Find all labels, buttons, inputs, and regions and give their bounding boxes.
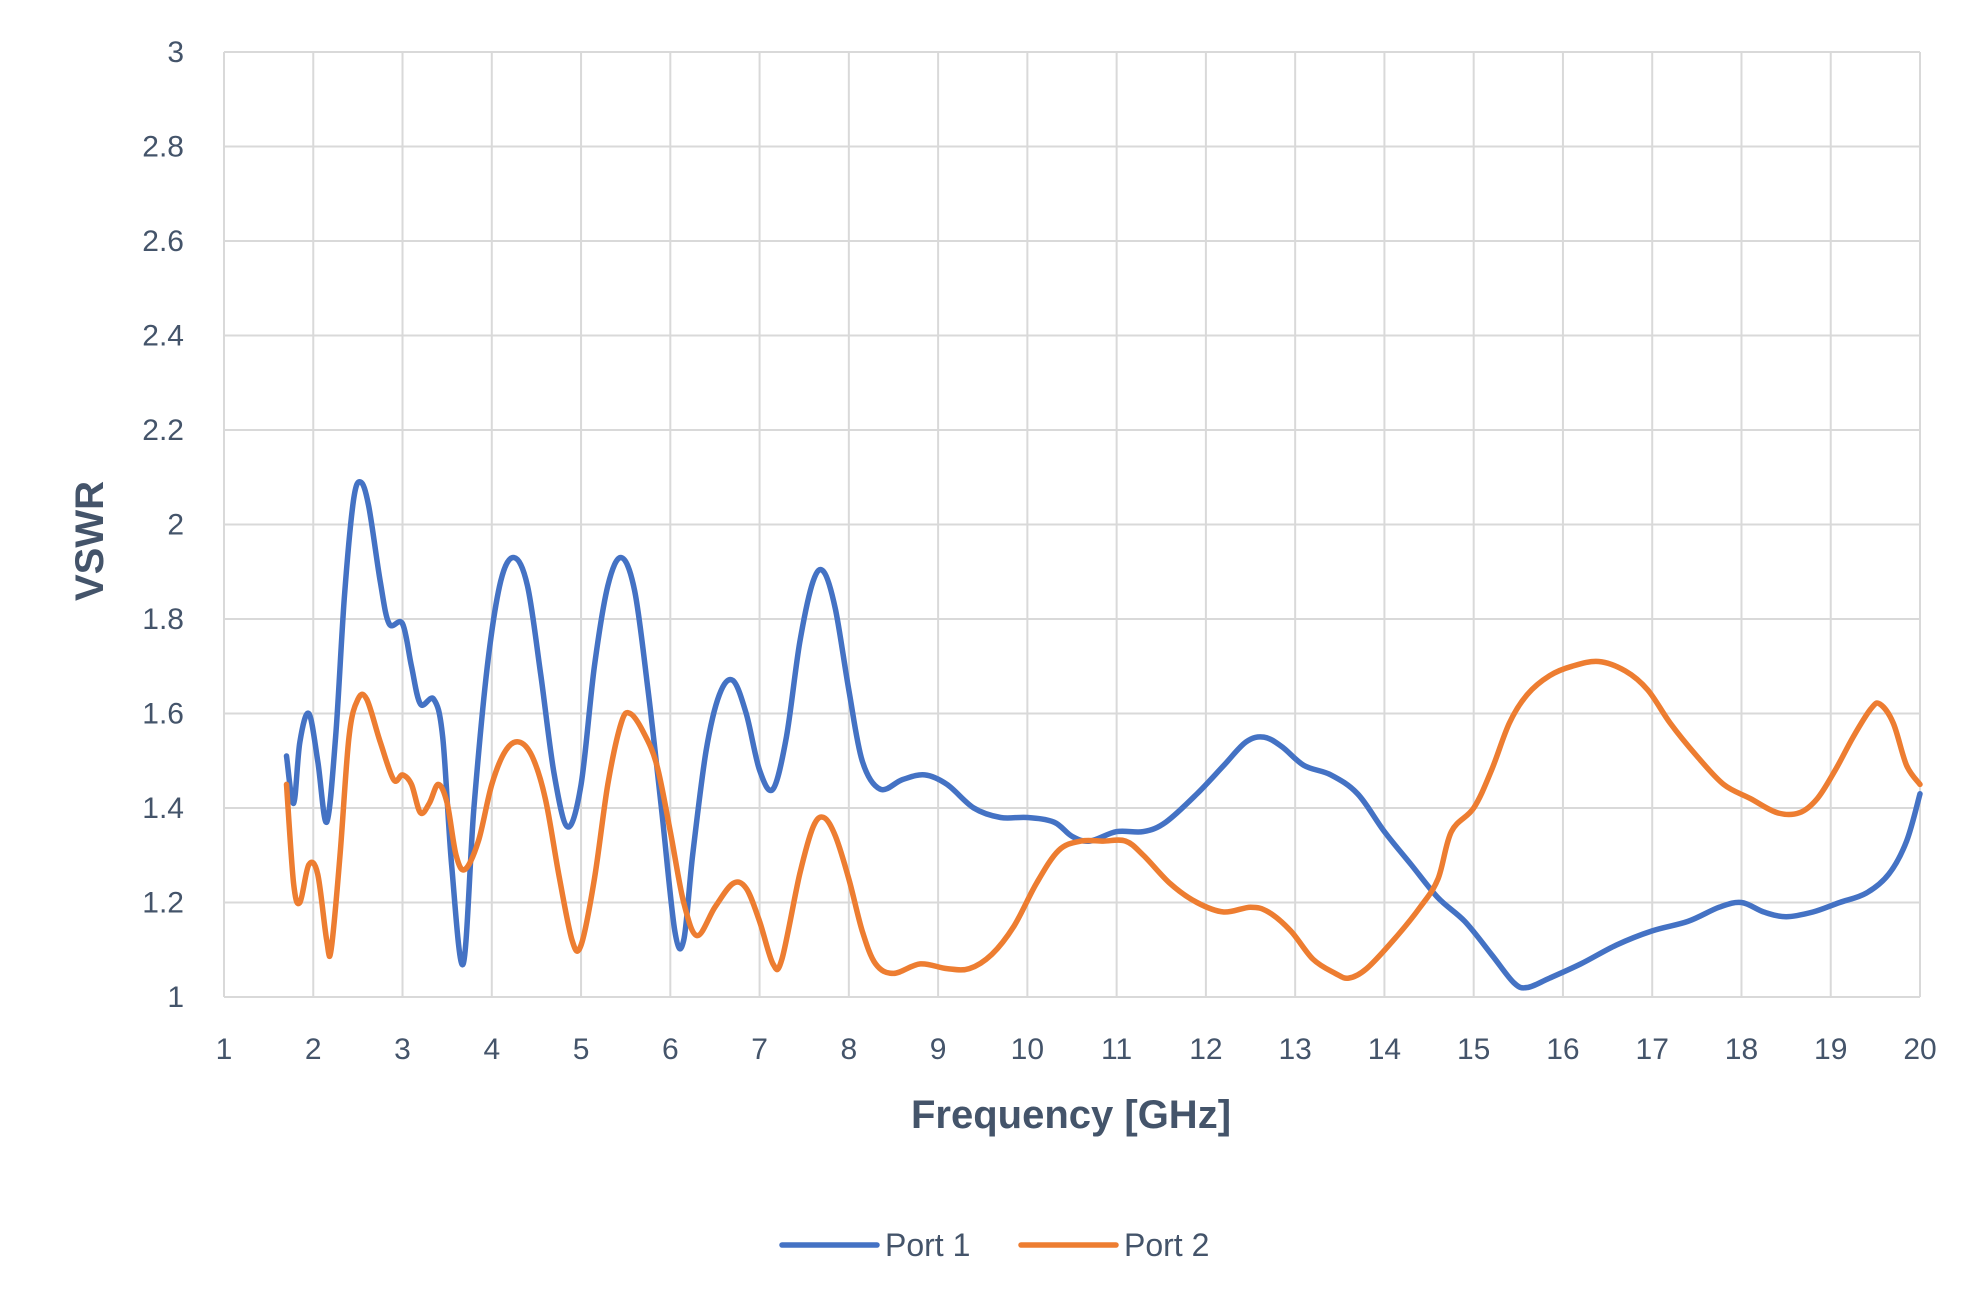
y-tick-label: 1.2 <box>142 887 184 920</box>
x-tick-label: 3 <box>394 1033 411 1066</box>
x-tick-label: 9 <box>930 1033 947 1066</box>
legend-label: Port 2 <box>1124 1227 1209 1263</box>
y-tick-label: 2.4 <box>142 320 184 353</box>
x-tick-label: 5 <box>573 1033 590 1066</box>
grid <box>223 51 1921 998</box>
x-tick-label: 17 <box>1636 1033 1669 1066</box>
y-tick-label: 1.6 <box>142 698 184 731</box>
y-tick-label: 1.8 <box>142 603 184 636</box>
x-tick-label: 11 <box>1101 1033 1132 1066</box>
series-lines <box>283 479 1923 991</box>
x-tick-label: 10 <box>1011 1033 1044 1066</box>
y-tick-label: 3 <box>167 36 184 69</box>
y-tick-label: 1.4 <box>142 792 184 825</box>
y-tick-label: 2.2 <box>142 414 184 447</box>
x-tick-label: 14 <box>1368 1033 1401 1066</box>
y-tick-label: 1 <box>167 981 184 1014</box>
x-tick-label: 4 <box>483 1033 500 1066</box>
y-axis-title: VSWR <box>68 481 112 601</box>
x-tick-label: 8 <box>840 1033 857 1066</box>
y-tick-label: 2.8 <box>142 131 184 164</box>
x-axis-title: Frequency [GHz] <box>911 1093 1231 1137</box>
x-tick-label: 6 <box>662 1033 679 1066</box>
y-tick-label: 2 <box>167 509 184 542</box>
legend-label: Port 1 <box>885 1227 970 1263</box>
series-line-port-2 <box>283 658 1923 981</box>
x-tick-label: 2 <box>305 1033 322 1066</box>
legend: Port 1 Port 2 <box>779 1227 1209 1263</box>
x-axis-ticks: 1 2 3 4 5 6 7 8 9 10 11 12 13 14 15 16 17 18 19 20 <box>216 1033 1937 1066</box>
x-tick-label: 12 <box>1189 1033 1222 1066</box>
x-tick-label: 18 <box>1725 1033 1758 1066</box>
y-axis-ticks: 1 1.2 1.4 1.6 1.8 2 2.2 2.4 2.6 2.8 3 <box>142 36 184 1014</box>
x-tick-label: 7 <box>751 1033 768 1066</box>
x-tick-label: 15 <box>1457 1033 1490 1066</box>
y-tick-label: 2.6 <box>142 225 184 258</box>
x-tick-label: 1 <box>216 1033 233 1066</box>
x-tick-label: 20 <box>1903 1033 1936 1066</box>
x-tick-label: 13 <box>1278 1033 1311 1066</box>
series-line-port-1 <box>283 479 1923 991</box>
x-tick-label: 19 <box>1814 1033 1847 1066</box>
x-tick-label: 16 <box>1546 1033 1579 1066</box>
